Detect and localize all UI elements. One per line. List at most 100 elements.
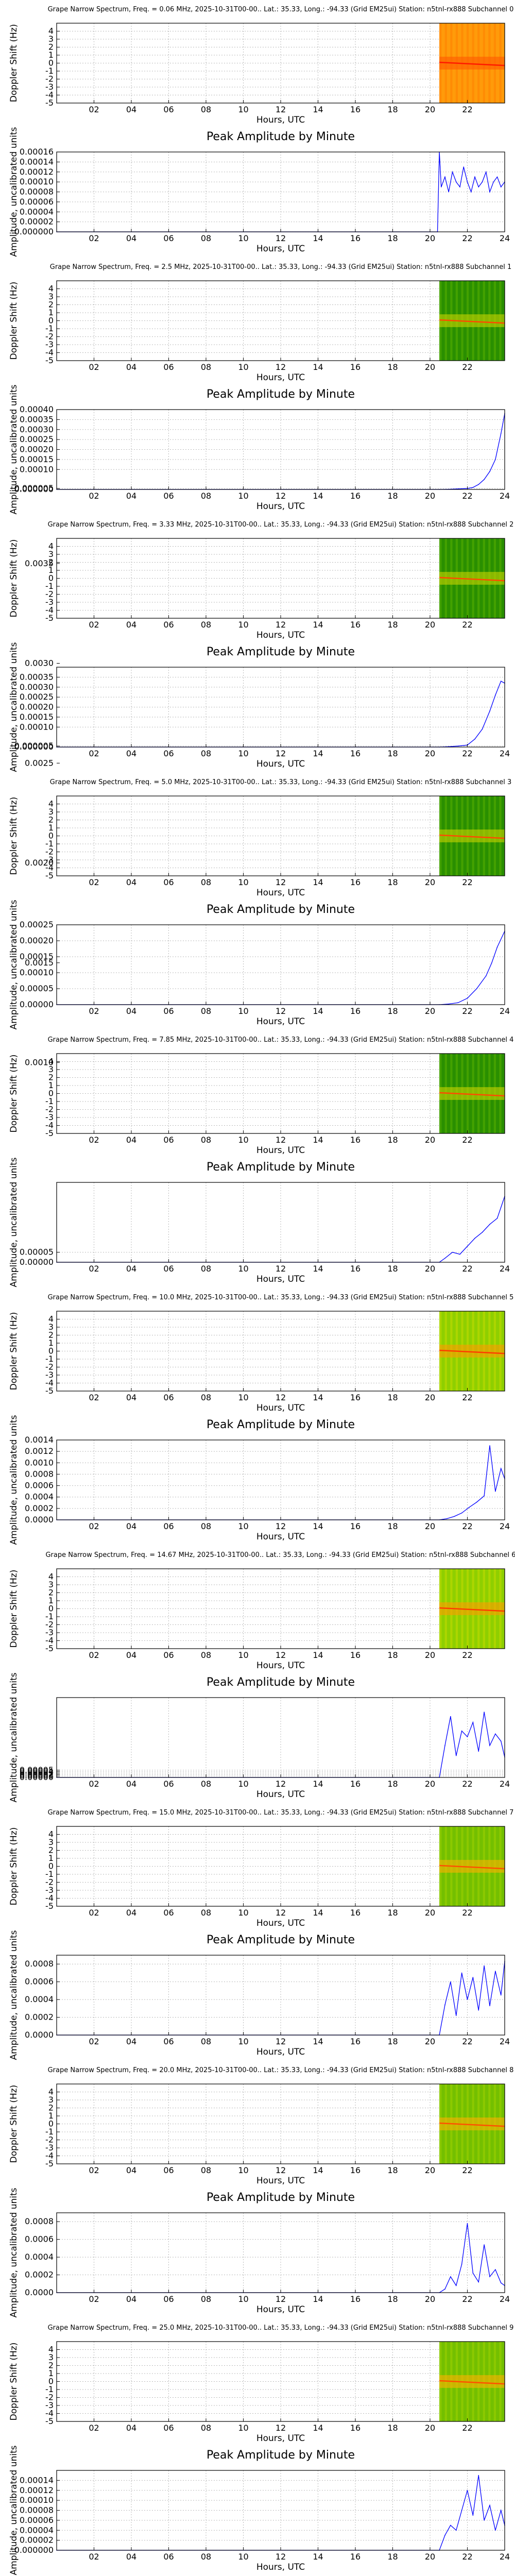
y-tick-label: -3: [45, 1370, 54, 1380]
amplitude-point: [495, 1733, 496, 1735]
amplitude-point: [500, 2282, 502, 2283]
x-tick-label: 14: [313, 1908, 323, 1918]
x-tick-label: 22: [462, 1650, 472, 1660]
chart-title: Peak Amplitude by Minute: [207, 388, 355, 401]
x-tick-label: 08: [201, 1264, 211, 1274]
y-tick-label: 0.00015: [20, 712, 54, 722]
y-axis-label: Doppler Shift (Hz): [9, 2343, 19, 2421]
amplitude-point: [495, 2530, 496, 2531]
y-tick-label: 0.00025: [20, 920, 54, 929]
x-tick-label: 24: [500, 1264, 510, 1274]
x-tick-label: 08: [201, 491, 211, 501]
x-tick-label: 04: [126, 1521, 136, 1531]
x-tick-label: 18: [387, 1779, 398, 1789]
x-tick-label: 08: [201, 1650, 211, 1660]
amplitude-point: [450, 1716, 451, 1717]
x-tick-label: 04: [126, 1650, 136, 1660]
chart-title: Grape Narrow Spectrum, Freq. = 3.33 MHz,…: [48, 521, 514, 529]
x-tick-label: 06: [163, 877, 174, 887]
x-tick-label: 22: [462, 362, 472, 372]
amplitude-point: [440, 187, 442, 188]
y-tick-label: -4: [45, 2151, 54, 2161]
x-tick-label: 20: [425, 877, 435, 887]
x-tick-label: 10: [238, 2423, 248, 2433]
x-tick-label: 06: [163, 1908, 174, 1918]
y-tick-label: 0.00012: [20, 167, 54, 177]
x-tick-label: 04: [126, 2294, 136, 2304]
amplitude-point: [467, 2223, 468, 2224]
chart-title: Peak Amplitude by Minute: [207, 130, 355, 143]
y-tick-label: 0.0004: [25, 2252, 54, 2262]
x-tick-label: 14: [313, 877, 323, 887]
x-tick-label: 18: [387, 1264, 398, 1274]
x-tick-label: 08: [201, 2552, 211, 2562]
x-tick-label: 14: [313, 1006, 323, 1016]
x-tick-label: 16: [350, 105, 360, 114]
x-tick-label: 04: [126, 1135, 136, 1145]
x-tick-label: 04: [126, 1393, 136, 1402]
y-tick-label: -4: [45, 2409, 54, 2418]
chart-title: Grape Narrow Spectrum, Freq. = 14.67 MHz…: [45, 1551, 515, 1559]
x-tick-label: 18: [387, 491, 398, 501]
y-tick-label: 2: [48, 1845, 54, 1855]
y-tick-label: -1: [45, 2384, 54, 2394]
x-tick-label: 20: [425, 2165, 435, 2175]
x-tick-label: 16: [350, 2165, 360, 2175]
x-tick-label: 16: [350, 362, 360, 372]
y-tick-label: 0.00014: [20, 157, 54, 166]
amplitude-point: [455, 1755, 457, 1756]
x-tick-label: 12: [276, 2294, 286, 2304]
x-tick-label: 04: [126, 233, 136, 243]
y-tick-label: 3: [48, 807, 54, 817]
chart-title: Peak Amplitude by Minute: [207, 2449, 355, 2462]
x-tick-label: 18: [387, 1135, 398, 1145]
amplitude-point: [455, 181, 457, 182]
x-tick-label: 06: [163, 2423, 174, 2433]
x-tick-label: 08: [201, 1135, 211, 1145]
amplitude-point: [478, 2475, 479, 2476]
y-tick-label: -2: [45, 2393, 54, 2402]
x-tick-label: 20: [425, 1650, 435, 1660]
y-tick-label: 0.0006: [25, 2234, 54, 2244]
amplitude-point: [484, 479, 485, 480]
amplitude-point: [472, 1722, 474, 1723]
amplitude-point: [495, 694, 496, 696]
y-tick-label: -2: [45, 847, 54, 857]
x-tick-label: 24: [500, 1779, 510, 1789]
x-tick-label: 06: [163, 1393, 174, 1402]
x-tick-label: 18: [387, 362, 398, 372]
y-tick-label: 2: [48, 557, 54, 567]
y-tick-label: 0.00014: [20, 2475, 54, 2485]
x-tick-label: 04: [126, 1006, 136, 1016]
x-tick-label: 02: [89, 362, 99, 372]
x-tick-label: 12: [276, 1393, 286, 1402]
y-tick-label: -5: [45, 871, 54, 880]
x-tick-label: 14: [313, 1650, 323, 1660]
y-tick-label: -1: [45, 2127, 54, 2137]
amplitude-point: [444, 2535, 445, 2536]
amplitude-point: [484, 2244, 485, 2245]
x-tick-label: 08: [201, 1006, 211, 1016]
x-tick-label: 24: [500, 2037, 510, 2046]
x-tick-label: 08: [201, 877, 211, 887]
x-tick-label: 12: [276, 749, 286, 758]
amplitude-point: [444, 176, 445, 178]
x-tick-label: 04: [126, 620, 136, 630]
x-tick-label: 12: [276, 1908, 286, 1918]
x-tick-label: 02: [89, 105, 99, 114]
x-tick-label: 02: [89, 2423, 99, 2433]
y-tick-label: 4: [48, 1829, 54, 1839]
y-tick-label: 0.00002: [20, 1769, 54, 1779]
y-tick-label: 0.00020: [20, 936, 54, 945]
x-tick-label: 02: [89, 877, 99, 887]
x-tick-label: 16: [350, 1135, 360, 1145]
y-tick-label: 0.00010: [20, 464, 54, 474]
doppler-trace: [439, 1349, 505, 1354]
amplitude-line: [57, 1445, 505, 1520]
y-tick-label: 4: [48, 26, 54, 36]
y-tick-label: -4: [45, 90, 54, 100]
x-tick-label: 04: [126, 749, 136, 758]
amplitude-point: [444, 1745, 445, 1746]
x-tick-label: 10: [238, 620, 248, 630]
